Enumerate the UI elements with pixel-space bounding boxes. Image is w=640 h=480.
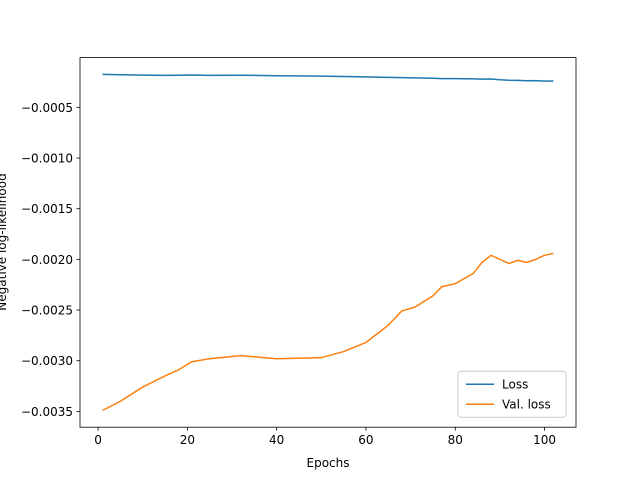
- x-tick-label: 60: [358, 433, 373, 447]
- x-tick-label: 40: [269, 433, 284, 447]
- line-series: [102, 73, 554, 82]
- x-tick-label: 100: [533, 433, 556, 447]
- x-tick-label: 0: [94, 433, 102, 447]
- y-tick-label: −0.0010: [21, 152, 73, 166]
- y-tick-label: −0.0035: [21, 405, 73, 419]
- y-tick-label: −0.0025: [21, 304, 73, 318]
- line-series: [102, 252, 554, 412]
- y-tick-label: −0.0015: [21, 202, 73, 216]
- x-tick-label: 80: [448, 433, 463, 447]
- y-tick-label: −0.0005: [21, 101, 73, 115]
- x-axis-label: Epochs: [307, 456, 350, 470]
- y-axis-label: Negative log-likelihood: [0, 173, 9, 310]
- legend-label: Loss: [502, 378, 528, 392]
- legend-box: [457, 370, 567, 418]
- y-tick-label: −0.0020: [21, 253, 73, 267]
- plot-frame: [79, 57, 577, 428]
- y-tick-label: −0.0030: [21, 354, 73, 368]
- x-tick-label: 20: [180, 433, 195, 447]
- legend-label: Val. loss: [502, 398, 551, 412]
